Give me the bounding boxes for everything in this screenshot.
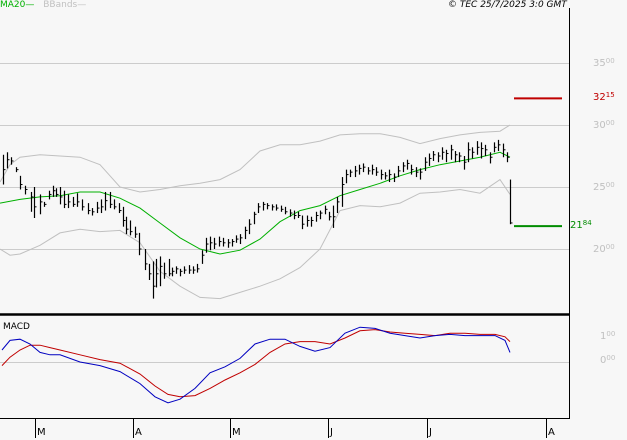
macd-axis-label: 100 [600, 330, 616, 342]
x-axis-label: M [37, 427, 46, 438]
macd-line [1, 326, 511, 404]
bb-upper-line [0, 124, 511, 193]
x-axis-label: A [548, 427, 555, 438]
x-axis-ticks [35, 418, 547, 438]
support-label: 2184 [570, 219, 592, 232]
x-axis-label: J [429, 427, 432, 438]
ma20-line [0, 151, 511, 255]
x-axis-label: M [232, 427, 241, 438]
copyright-timestamp: © TEC 25/7/2025 3:0 GMT [448, 0, 567, 10]
chart-frame [0, 8, 570, 419]
x-axis-label: J [330, 427, 333, 438]
price-axis-label: 3000 [593, 119, 615, 131]
bollinger-bands [0, 124, 511, 300]
legend-ma20: MA20— [0, 0, 35, 10]
x-axis-label: A [135, 427, 142, 438]
resistance-label: 3215 [593, 91, 615, 104]
support-resistance-lines [514, 97, 562, 228]
legend: MA20— BBands— [0, 0, 86, 11]
price-gridlines [0, 63, 569, 250]
legend-bbands: BBands— [43, 0, 87, 10]
bb-lower-line [0, 178, 511, 300]
price-axis-label: 3500 [593, 57, 615, 69]
macd-lines [1, 326, 511, 404]
ma20-polyline [0, 151, 511, 255]
price-axis-label: 2500 [593, 181, 615, 193]
price-bars [2, 139, 513, 299]
macd-panel-title: MACD [3, 322, 30, 332]
signal-line [1, 329, 511, 398]
macd-axis-label: 000 [600, 354, 616, 366]
price-axis-label: 2000 [593, 243, 615, 255]
